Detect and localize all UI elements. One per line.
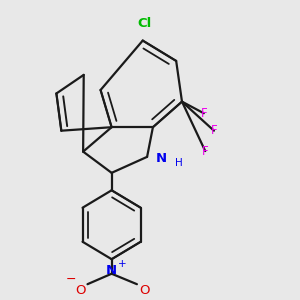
- Text: F: F: [211, 124, 217, 137]
- Text: N: N: [106, 264, 117, 277]
- Text: O: O: [75, 284, 86, 296]
- Text: +: +: [118, 260, 127, 269]
- Text: F: F: [200, 107, 207, 120]
- Text: F: F: [202, 145, 208, 158]
- Text: H: H: [175, 158, 183, 168]
- Text: −: −: [65, 273, 76, 286]
- Text: N: N: [156, 152, 167, 165]
- Text: O: O: [139, 284, 149, 296]
- Text: Cl: Cl: [137, 17, 151, 30]
